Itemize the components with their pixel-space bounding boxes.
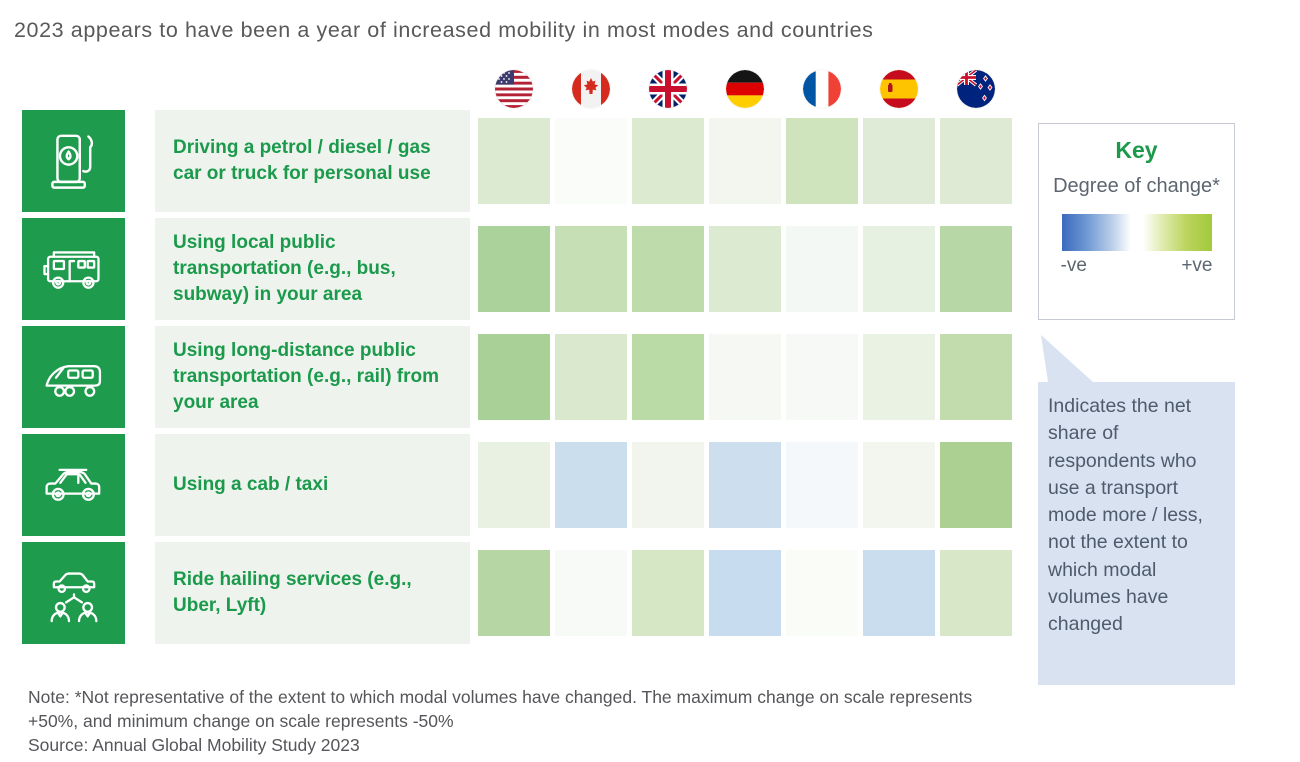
- heatmap-cell: [863, 118, 935, 204]
- heatmap-cell: [555, 118, 627, 204]
- heatmap-cell: [478, 550, 550, 636]
- heatmap-cell: [786, 442, 858, 528]
- source-text: Source: Annual Global Mobility Study 202…: [28, 735, 360, 755]
- mode-label: Driving a petrol / diesel / gas car or t…: [155, 110, 470, 212]
- heatmap-row-cells: [478, 218, 1012, 320]
- heatmap-row-cells: [478, 110, 1012, 212]
- heatmap-cell: [709, 226, 781, 312]
- mode-row: Ride hailing services (e.g., Uber, Lyft): [22, 542, 1012, 644]
- taxi-icon: [22, 434, 125, 536]
- footnotes: Note: *Not representative of the extent …: [28, 685, 978, 757]
- uk-flag-icon: [649, 70, 687, 108]
- heatmap-cell: [863, 442, 935, 528]
- heatmap-cell: [863, 334, 935, 420]
- heatmap-cell: [863, 226, 935, 312]
- heatmap-cell: [632, 226, 704, 312]
- heatmap-cell: [555, 334, 627, 420]
- heatmap-cell: [863, 550, 935, 636]
- mode-label-text: Using a cab / taxi: [173, 474, 329, 495]
- heatmap-cell: [709, 334, 781, 420]
- heatmap-cell: [940, 334, 1012, 420]
- key-gradient-bar: [1061, 214, 1212, 251]
- heatmap-cell: [478, 442, 550, 528]
- heatmap-cell: [786, 118, 858, 204]
- ride-hailing-icon: [22, 542, 125, 644]
- spain-flag-icon: [880, 70, 918, 108]
- canada-flag-icon: [572, 70, 610, 108]
- mode-label: Using local public transportation (e.g.,…: [155, 218, 470, 320]
- train-icon: [22, 326, 125, 428]
- bus-icon: [22, 218, 125, 320]
- key-subtitle: Degree of change*: [1053, 175, 1220, 197]
- mode-label-text: Using local public transportation (e.g.,…: [173, 232, 396, 305]
- heatmap-cell: [786, 550, 858, 636]
- heatmap-cell: [555, 550, 627, 636]
- heatmap-row-cells: [478, 434, 1012, 536]
- flags-row: [478, 70, 1012, 108]
- heatmap-row-cells: [478, 542, 1012, 644]
- us-flag-icon: [495, 70, 533, 108]
- mode-row: Driving a petrol / diesel / gas car or t…: [22, 110, 1012, 212]
- heatmap-cell: [555, 226, 627, 312]
- heatmap-cell: [478, 334, 550, 420]
- key-positive-label: +ve: [1181, 255, 1213, 276]
- mode-label: Using a cab / taxi: [155, 434, 470, 536]
- fuel-pump-icon: [22, 110, 125, 212]
- heatmap-cell: [786, 226, 858, 312]
- heatmap-row-cells: [478, 326, 1012, 428]
- heatmap-cell: [940, 226, 1012, 312]
- heatmap-cell: [478, 226, 550, 312]
- mode-label-text: Driving a petrol / diesel / gas car or t…: [173, 137, 431, 184]
- heatmap-cell: [478, 118, 550, 204]
- heatmap-cell: [940, 118, 1012, 204]
- key-negative-label: -ve: [1060, 255, 1087, 276]
- heatmap-cell: [940, 550, 1012, 636]
- key-title: Key: [1115, 137, 1158, 163]
- mode-label-text: Using long-distance public transportatio…: [173, 340, 440, 413]
- mode-label: Using long-distance public transportatio…: [155, 326, 470, 428]
- heatmap-cell: [709, 118, 781, 204]
- heatmap-cell: [555, 442, 627, 528]
- mode-label-text: Ride hailing services (e.g., Uber, Lyft): [173, 569, 412, 616]
- callout-tail: [1041, 335, 1093, 382]
- heatmap-cell: [709, 442, 781, 528]
- mode-label: Ride hailing services (e.g., Uber, Lyft): [155, 542, 470, 644]
- heatmap-cell: [940, 442, 1012, 528]
- mode-row: Using local public transportation (e.g.,…: [22, 218, 1012, 320]
- heatmap-cell: [632, 442, 704, 528]
- heatmap-grid: Driving a petrol / diesel / gas car or t…: [22, 110, 1012, 650]
- page-title: 2023 appears to have been a year of incr…: [14, 18, 874, 42]
- legend-key-box: Key Degree of change* -ve +ve: [1038, 123, 1235, 320]
- germany-flag-icon: [726, 70, 764, 108]
- heatmap-cell: [632, 118, 704, 204]
- footnote-text: Note: *Not representative of the extent …: [28, 687, 973, 731]
- mode-row: Using long-distance public transportatio…: [22, 326, 1012, 428]
- france-flag-icon: [803, 70, 841, 108]
- heatmap-cell: [632, 550, 704, 636]
- mode-row: Using a cab / taxi: [22, 434, 1012, 536]
- new-zealand-flag-icon: [957, 70, 995, 108]
- heatmap-cell: [632, 334, 704, 420]
- callout-note: Indicates the net share of respondents w…: [1038, 382, 1235, 685]
- heatmap-cell: [709, 550, 781, 636]
- heatmap-cell: [786, 334, 858, 420]
